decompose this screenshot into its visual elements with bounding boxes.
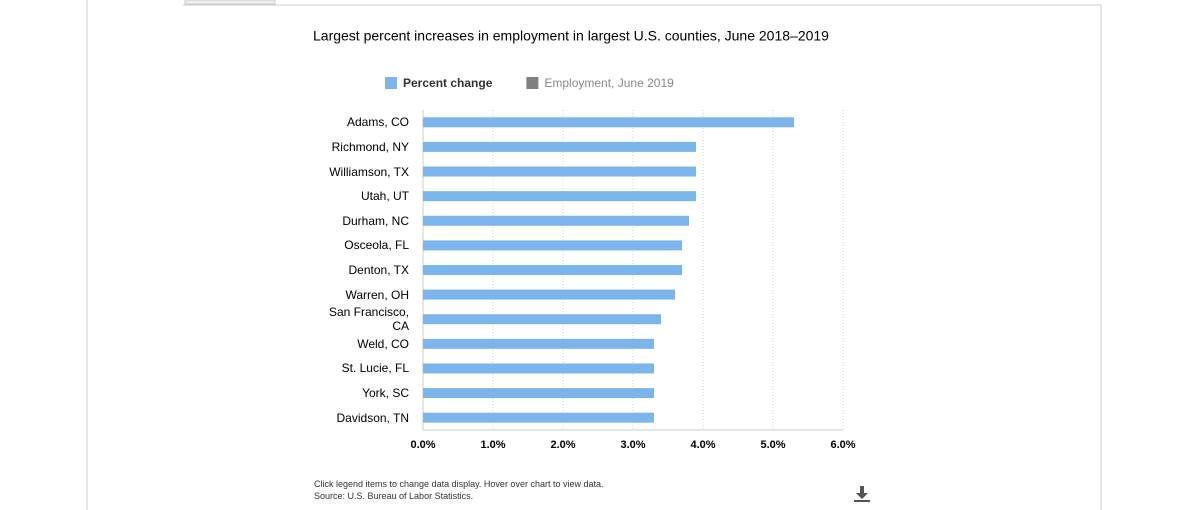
footnote: Source: U.S. Bureau of Labor Statistics. [314,491,474,501]
y-tick-label: Denton, TX [348,263,409,277]
x-tick-label: 6.0% [830,439,855,451]
x-tick-label: 4.0% [690,439,715,451]
bar [423,314,661,325]
download-icon[interactable] [854,486,870,502]
x-tick-label: 1.0% [480,439,505,451]
bar [423,166,696,177]
footnote: Click legend items to change data displa… [314,479,604,489]
bar [423,141,696,152]
y-tick-label: Osceola, FL [344,238,409,253]
chart-title: Largest percent increases in employment … [313,28,829,44]
legend-label: Employment, June 2019 [544,76,674,90]
bar [423,289,675,300]
legend-label: Percent change [403,76,493,90]
y-tick-label: Weld, CO [357,336,409,351]
bar [423,388,654,399]
x-tick-label: 5.0% [760,439,785,451]
bar [423,265,682,275]
x-tick-label: 3.0% [620,439,645,451]
bar [423,191,696,202]
tab[interactable] [184,0,276,5]
y-tick-label: San Francisco, CA [328,305,409,334]
bar [423,117,794,128]
y-tick-label: Durham, NC [342,213,409,228]
legend-swatch[interactable] [385,77,397,89]
y-tick-label: Utah, UT [360,189,409,204]
bar [423,338,654,349]
legend-swatch[interactable] [526,77,539,89]
x-tick-label: 2.0% [550,439,575,451]
y-tick-label: Davidson, TN [336,410,409,425]
bar [423,363,654,374]
y-tick-label: Williamson, TX [329,164,409,179]
bar [423,215,689,226]
y-tick-label: Richmond, NY [331,139,409,154]
y-tick-label: St. Lucie, FL [341,361,409,376]
y-tick-label: Adams, CO [346,115,409,130]
y-tick-label: Warren, OH [345,287,409,302]
x-tick-label: 0.0% [410,439,435,451]
bar [423,412,654,423]
bar [423,240,682,251]
y-tick-label: York, SC [362,386,409,401]
